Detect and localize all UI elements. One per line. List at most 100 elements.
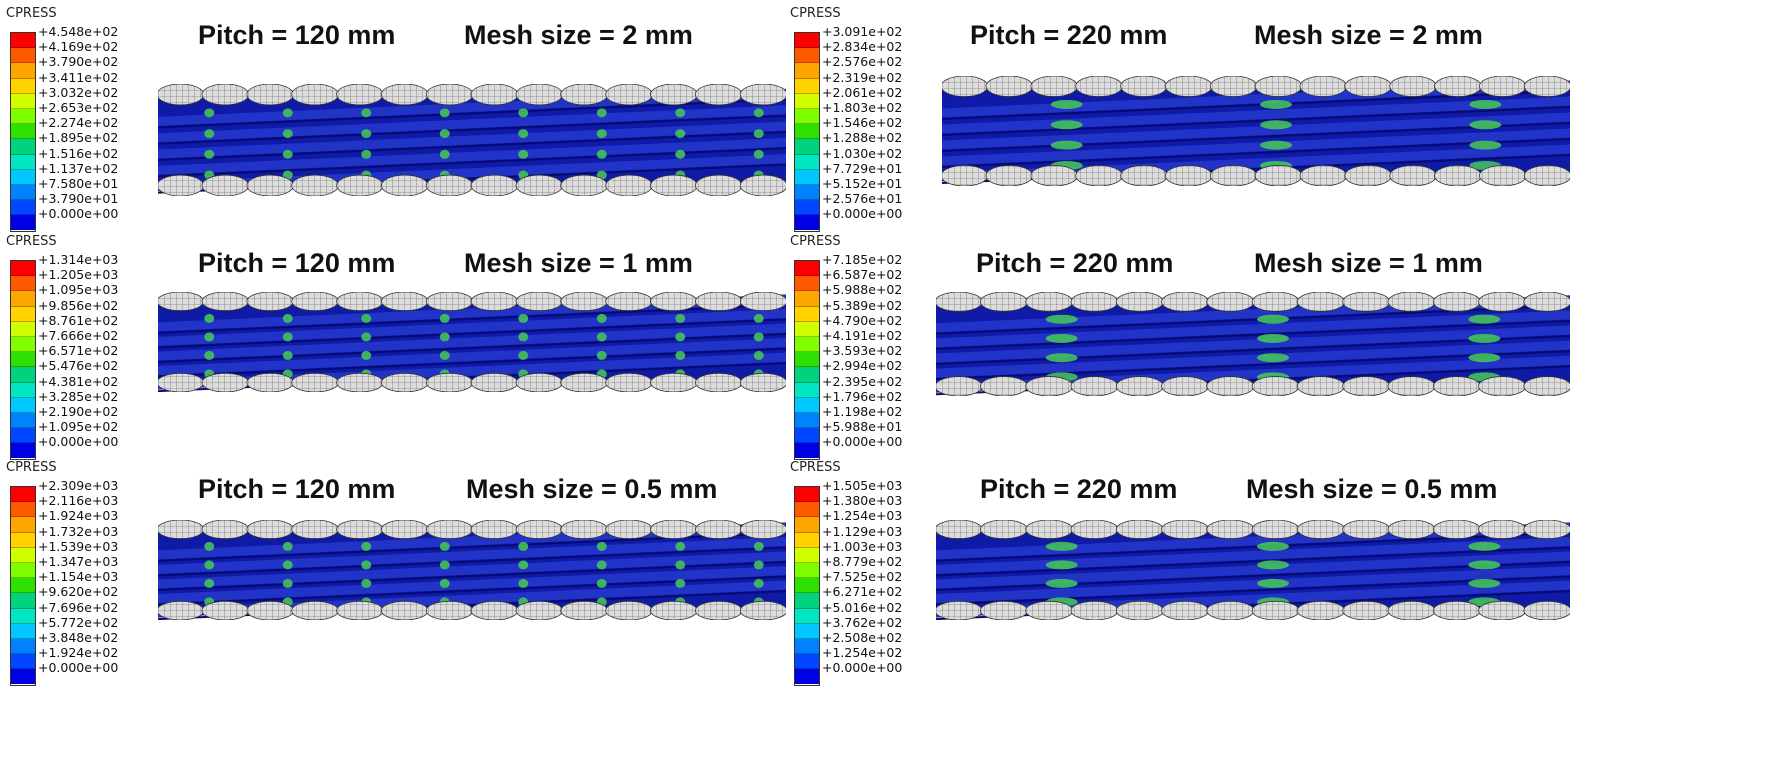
contact-spot: [1257, 353, 1289, 363]
colorbar-swatch: [795, 502, 819, 518]
tick-label: +7.729e+01: [822, 160, 903, 176]
meshed-outer-wires: [936, 520, 1570, 620]
colorbar-swatch: [795, 367, 819, 383]
mesh-wire-bottom: [201, 372, 250, 392]
mesh-wire-bottom: [1254, 165, 1303, 186]
mesh-wire-top: [425, 292, 474, 312]
contact-spot: [439, 313, 450, 323]
mesh-wire-bottom: [1164, 165, 1213, 186]
colorbar-swatch: [795, 443, 819, 459]
mesh-wire-top: [380, 520, 429, 540]
strand-ridge: [942, 128, 1570, 166]
contact-spot: [518, 350, 529, 360]
tick-label: +1.347e+03: [38, 554, 119, 569]
pitch-label: Pitch = 120 mm: [198, 474, 396, 504]
contact-spot: [439, 350, 450, 360]
contact-spot: [753, 350, 764, 360]
contact-zones: [204, 108, 764, 180]
contact-spot: [1468, 541, 1501, 551]
mesh-wire-top: [246, 292, 294, 312]
helical-strands: [942, 80, 1570, 185]
contact-spot: [675, 350, 686, 360]
contact-spot: [753, 541, 764, 551]
contact-spot: [675, 332, 686, 342]
mesh-wire-top: [1342, 520, 1391, 540]
mesh-wire-bottom: [560, 174, 608, 196]
mesh-wire-top: [1120, 76, 1168, 97]
tick-label: +6.271e+02: [822, 584, 903, 600]
mesh-wire-bottom: [158, 600, 205, 620]
contact-spot: [753, 313, 764, 323]
colorbar-swatch: [11, 276, 35, 292]
colorbar-swatch: [795, 669, 819, 685]
meshed-outer-wires: [942, 76, 1570, 186]
strand-groove: [942, 122, 1570, 152]
mesh-wire-bottom: [1434, 165, 1482, 186]
mesh-wire-bottom: [201, 600, 250, 620]
mesh-wire-top: [1070, 520, 1119, 540]
contact-spot: [596, 108, 607, 118]
colorbar-swatch: [795, 532, 819, 548]
mesh-wire-bottom: [425, 372, 474, 392]
mesh-wire-bottom: [979, 376, 1028, 396]
contact-spot: [361, 313, 372, 323]
mesh-wire-top: [291, 520, 339, 540]
colorbar-swatch: [11, 397, 35, 413]
mesh-wire-bottom: [1299, 165, 1348, 186]
contact-spot: [753, 149, 764, 159]
mesh-wire-bottom: [1342, 600, 1391, 620]
contact-spot: [675, 578, 686, 588]
colorbar-swatch: [11, 33, 35, 49]
tick-label: +0.000e+00: [822, 434, 903, 450]
contact-spot: [361, 578, 372, 588]
contact-spot: [361, 149, 372, 159]
mesh-wire-bottom: [1120, 165, 1168, 186]
mesh-wire-top: [515, 292, 564, 312]
mesh-wire-bottom: [246, 174, 294, 196]
tick-label: +1.129e+03: [822, 523, 903, 539]
mesh-wire-bottom: [380, 600, 429, 620]
mesh-wire-bottom: [1025, 376, 1074, 396]
mesh-wire-bottom: [979, 600, 1028, 620]
tick-label: +7.580e+01: [38, 176, 119, 191]
strand-ridge: [936, 566, 1570, 604]
mesh-wire-bottom: [936, 600, 983, 620]
contact-spot: [1257, 578, 1289, 588]
mesh-wire-top: [470, 292, 519, 312]
color-legend: +4.548e+02 +4.169e+02 +3.790e+02 +3.411e…: [10, 24, 170, 238]
tick-label: +3.790e+01: [38, 191, 119, 207]
tick-label: +2.834e+02: [822, 39, 903, 55]
color-legend: +1.314e+03 +1.205e+03 +1.095e+03 +9.856e…: [10, 252, 170, 466]
tick-label: +3.091e+02: [822, 24, 903, 39]
contact-spot: [204, 149, 215, 159]
mesh-wire-top: [979, 292, 1028, 312]
colorbar-swatch: [11, 261, 35, 277]
contact-spot: [282, 541, 293, 551]
tick-label: +7.696e+02: [38, 599, 119, 615]
mesh-wire-top: [560, 520, 608, 540]
contact-spot: [1257, 541, 1289, 551]
tick-label: +1.254e+03: [822, 508, 903, 524]
pitch-label: Pitch = 220 mm: [980, 474, 1178, 504]
helical-strands: [936, 522, 1570, 620]
colorbar-swatch: [11, 367, 35, 383]
colorbar-swatch: [11, 306, 35, 322]
mesh-wire-bottom: [605, 174, 653, 196]
mesh-wire-bottom: [1115, 600, 1164, 620]
colorbar-swatch: [11, 443, 35, 459]
contact-spot: [204, 313, 215, 323]
contact-spot: [596, 313, 607, 323]
mesh-wire-bottom: [1251, 600, 1300, 620]
mesh-wire-top: [515, 84, 564, 106]
wire-contact-plot: [936, 520, 1570, 620]
mesh-wire-bottom: [1478, 600, 1527, 620]
mesh-wire-top: [1206, 520, 1255, 540]
mesh-wire-bottom: [201, 174, 250, 196]
colorbar-swatch: [11, 93, 35, 109]
contact-spot: [361, 541, 372, 551]
colorbar-swatch: [795, 412, 819, 429]
contact-spot: [204, 541, 215, 551]
colorbar-swatch: [795, 336, 819, 353]
mesh-wire-top: [1478, 292, 1527, 312]
mesh-wire-bottom: [1115, 376, 1164, 396]
